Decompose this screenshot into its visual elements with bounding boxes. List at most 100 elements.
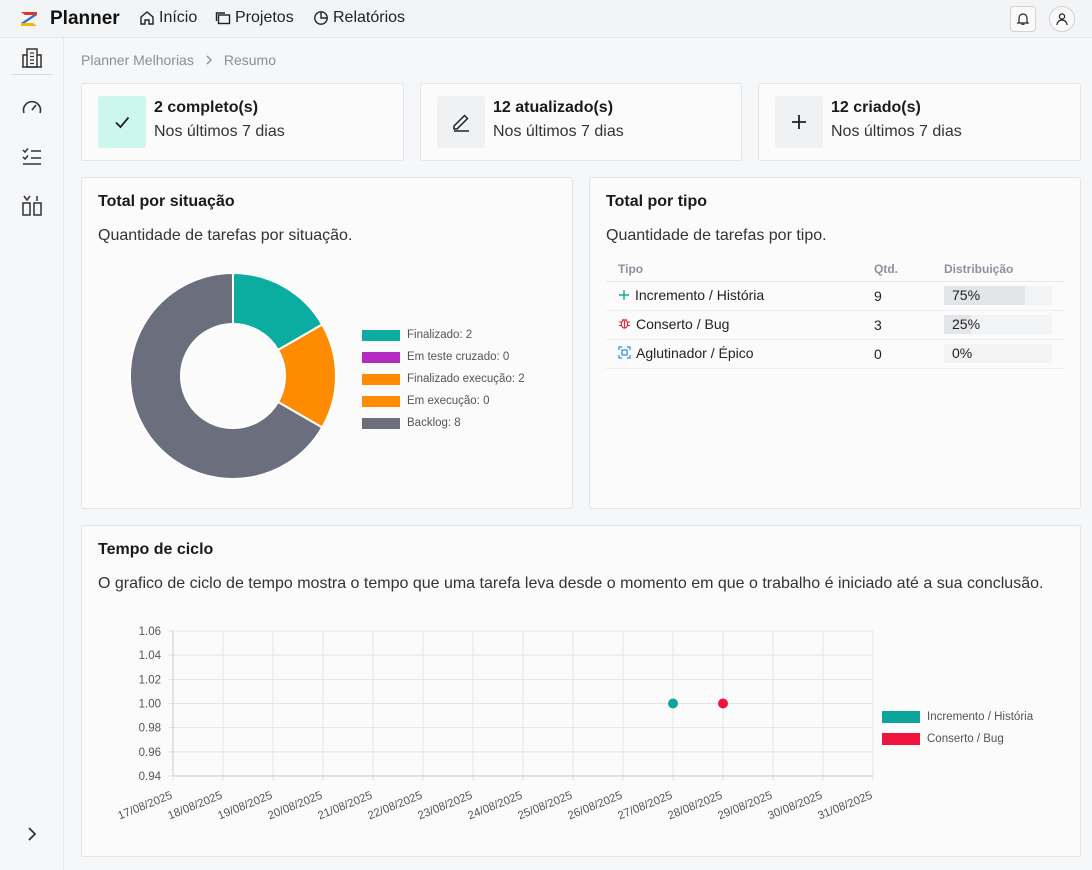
- panel-title: Tempo de ciclo: [98, 541, 214, 558]
- x-tick-label: 31/08/2025: [816, 790, 874, 823]
- legend-swatch: [882, 711, 920, 723]
- stat-icon-box: [775, 96, 823, 148]
- legend-item[interactable]: Finalizado execução: 2: [362, 368, 525, 390]
- type-cell: Conserto / Bug: [606, 310, 862, 340]
- type-label: Aglutinador / Épico: [636, 344, 754, 361]
- qty-cell: 0: [862, 339, 932, 369]
- sidebar-item-dashboard[interactable]: [20, 96, 44, 120]
- table-row[interactable]: Incremento / História 9 75%: [606, 281, 1064, 311]
- breadcrumb-project[interactable]: Planner Melhorias: [81, 52, 194, 68]
- distribution-value: 75%: [952, 287, 981, 303]
- legend-swatch: [362, 329, 400, 341]
- qty-cell: 9: [862, 281, 932, 311]
- bug-icon: [619, 318, 630, 329]
- x-tick-label: 21/08/2025: [316, 790, 374, 823]
- donut-slice[interactable]: [129, 271, 324, 480]
- nav-relatorios-label: Relatórios: [333, 9, 406, 26]
- legend-item[interactable]: Em teste cruzado: 0: [362, 346, 525, 368]
- cycle-time-panel: Tempo de ciclo O grafico de ciclo de tem…: [81, 525, 1081, 857]
- x-tick-label: 26/08/2025: [566, 790, 624, 823]
- table-header-row: Tipo Qtd. Distribuição: [606, 258, 1064, 282]
- legend-item[interactable]: Incremento / História: [882, 706, 1033, 728]
- y-tick-label: 1.02: [139, 674, 161, 686]
- legend-swatch: [362, 351, 400, 363]
- qty-cell: 3: [862, 310, 932, 340]
- breadcrumb: Planner Melhorias Resumo: [81, 52, 276, 68]
- notifications-button[interactable]: [1010, 6, 1036, 32]
- type-label: Conserto / Bug: [636, 315, 730, 332]
- sidebar-item-projects[interactable]: [20, 46, 44, 70]
- legend-label: Finalizado: 2: [407, 329, 473, 341]
- distribution-cell: 0%: [932, 339, 1064, 369]
- stat-icon-box: [98, 96, 146, 148]
- y-tick-label: 1.00: [139, 699, 161, 711]
- nav-relatorios[interactable]: Relatórios: [313, 9, 405, 27]
- column-header-type: Tipo: [606, 258, 862, 282]
- chevron-right-icon: [206, 55, 212, 65]
- legend-item[interactable]: Backlog: 8: [362, 412, 525, 434]
- y-tick-label: 0.98: [139, 723, 161, 735]
- status-legend: Finalizado: 2 Em teste cruzado: 0 Finaliza…: [362, 324, 525, 434]
- stat-subtitle: Nos últimos 7 dias: [831, 123, 962, 140]
- x-tick-label: 23/08/2025: [416, 790, 474, 823]
- sidebar-expand-button[interactable]: [20, 822, 44, 846]
- x-tick-label: 24/08/2025: [466, 790, 524, 823]
- stat-title: 12 atualizado(s): [493, 99, 614, 116]
- epic-icon: [618, 346, 631, 359]
- edit-icon: [453, 114, 469, 132]
- distribution-value: 25%: [952, 316, 981, 332]
- nav-projetos[interactable]: Projetos: [215, 9, 294, 27]
- app-name[interactable]: Planner: [50, 8, 120, 29]
- panel-title: Total por tipo: [606, 193, 708, 210]
- stat-card-updated: 12 atualizado(s) Nos últimos 7 dias: [420, 83, 742, 161]
- data-point[interactable]: [718, 698, 728, 709]
- legend-label: Em execução: 0: [407, 395, 490, 407]
- table-row[interactable]: Aglutinador / Épico 0 0%: [606, 339, 1064, 369]
- distribution-bar: 25%: [944, 315, 1052, 334]
- legend-item[interactable]: Conserto / Bug: [882, 728, 1033, 750]
- stat-icon-box: [437, 96, 485, 148]
- panel-description: Quantidade de tarefas por tipo.: [606, 227, 827, 244]
- type-label: Incremento / História: [635, 287, 765, 303]
- x-tick-label: 30/08/2025: [766, 790, 824, 823]
- plus-icon: [619, 290, 629, 300]
- user-menu-button[interactable]: [1049, 6, 1075, 32]
- status-panel: Total por situação Quantidade de tarefas…: [81, 177, 573, 509]
- legend-label: Conserto / Bug: [927, 733, 1004, 745]
- user-icon: [1056, 13, 1068, 26]
- distribution-bar: 0%: [944, 344, 1052, 363]
- sidebar-divider: [12, 74, 52, 75]
- column-header-distribution: Distribuição: [932, 258, 1064, 282]
- column-header-qty: Qtd.: [862, 258, 932, 282]
- status-donut-chart: [129, 271, 337, 480]
- nav-inicio[interactable]: Início: [139, 9, 197, 27]
- bell-icon: [1016, 13, 1030, 25]
- breadcrumb-current: Resumo: [223, 52, 276, 68]
- plus-icon: [792, 115, 806, 129]
- sidebar-item-tasks[interactable]: [20, 144, 44, 168]
- legend-item[interactable]: Em execução: 0: [362, 390, 525, 412]
- pie-chart-icon: [314, 11, 328, 25]
- y-tick-label: 0.94: [139, 771, 162, 783]
- stat-subtitle: Nos últimos 7 dias: [493, 123, 624, 140]
- table-row[interactable]: Conserto / Bug 3 25%: [606, 310, 1064, 340]
- type-panel: Total por tipo Quantidade de tarefas por…: [589, 177, 1081, 509]
- building-icon: [22, 48, 42, 68]
- data-point[interactable]: [668, 698, 678, 709]
- legend-label: Em teste cruzado: 0: [407, 351, 510, 363]
- distribution-cell: 25%: [932, 310, 1064, 340]
- legend-label: Finalizado execução: 2: [407, 373, 525, 385]
- type-cell: Aglutinador / Épico: [606, 339, 862, 369]
- legend-item[interactable]: Finalizado: 2: [362, 324, 525, 346]
- gauge-icon: [22, 100, 42, 114]
- x-tick-label: 29/08/2025: [716, 790, 774, 823]
- left-sidebar: [0, 38, 64, 870]
- distribution-bar: 75%: [944, 286, 1052, 305]
- home-icon: [140, 11, 154, 25]
- folders-icon: [215, 12, 231, 25]
- type-cell: Incremento / História: [606, 281, 862, 311]
- x-tick-label: 25/08/2025: [516, 790, 574, 823]
- x-tick-label: 22/08/2025: [366, 790, 424, 823]
- sidebar-item-board[interactable]: [20, 193, 44, 217]
- x-tick-label: 27/08/2025: [616, 790, 674, 823]
